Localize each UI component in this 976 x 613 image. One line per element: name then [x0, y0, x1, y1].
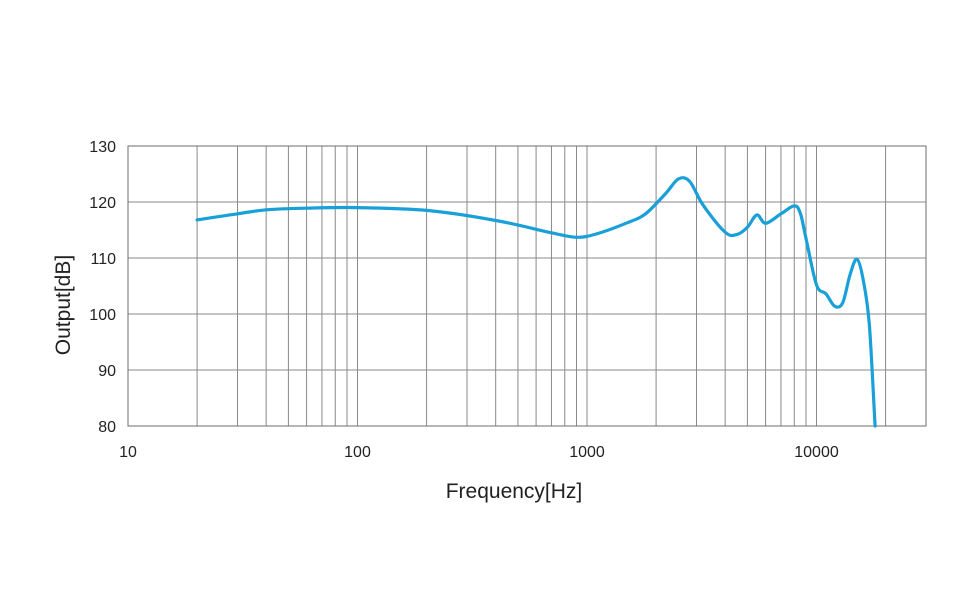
y-tick-label: 120: [89, 195, 116, 212]
x-tick-label: 10: [119, 444, 137, 461]
grid: [128, 146, 926, 426]
x-tick-label: 100: [344, 444, 371, 461]
plot-frame: [127, 145, 927, 427]
series-line: [195, 176, 877, 428]
y-tick-label: 130: [89, 139, 116, 156]
y-axis-label: Output[dB]: [52, 255, 75, 355]
y-tick-labels: 80 90 100 110 120 130: [89, 139, 116, 436]
y-tick-label: 110: [90, 251, 116, 268]
y-tick-label: 90: [98, 363, 116, 380]
y-tick-label: 100: [89, 307, 116, 324]
x-tick-label: 1000: [569, 444, 605, 461]
x-tick-labels: 10 100 1000 10000: [119, 444, 839, 461]
x-axis-label: Frequency[Hz]: [446, 480, 583, 503]
y-tick-label: 80: [98, 419, 116, 436]
x-tick-label: 10000: [794, 444, 839, 461]
